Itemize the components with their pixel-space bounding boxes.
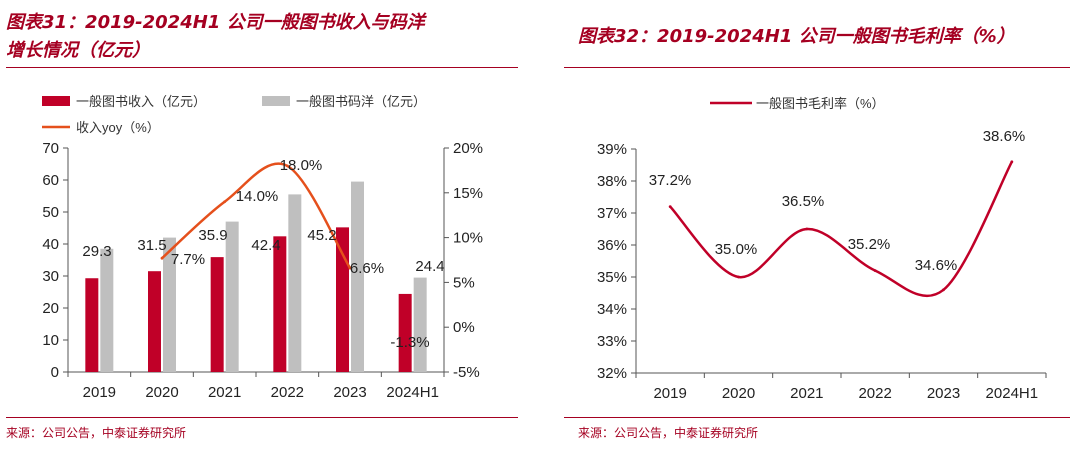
y-tick-label: 33%	[597, 333, 627, 350]
yoy-value-label: 18.0%	[280, 157, 323, 174]
left-y-tick-label: 30	[42, 268, 59, 285]
bar-value-label: 24.4	[415, 258, 444, 275]
bar-coverage	[288, 194, 302, 372]
margin-point	[805, 227, 809, 231]
x-tick-label: 2022	[858, 385, 891, 402]
bar-income	[336, 227, 349, 372]
y-tick-label: 37%	[597, 205, 627, 222]
margin-point	[668, 205, 672, 209]
yoy-point	[160, 256, 164, 260]
right-y-tick-label: 5%	[453, 274, 475, 291]
margin-value-label: 38.6%	[983, 128, 1026, 145]
legend-label-coverage: 一般图书码洋（亿元）	[296, 94, 426, 109]
right-figure-title: 图表32：2019-2024H1 公司一般图书毛利率（%）	[578, 26, 1015, 47]
x-tick-label: 2024H1	[386, 384, 439, 401]
yoy-series-line	[161, 162, 352, 269]
x-tick-label: 2020	[722, 385, 755, 402]
bar-coverage	[351, 181, 364, 372]
legend-swatch-coverage	[262, 96, 290, 106]
x-tick-label: 2021	[208, 384, 241, 401]
bar-income	[273, 236, 287, 372]
y-tick-label: 38%	[597, 173, 627, 190]
bar-value-label: 29.3	[82, 243, 111, 260]
margin-point	[942, 288, 945, 292]
margin-value-label: 35.0%	[715, 241, 758, 258]
yoy-value-label: 7.7%	[171, 251, 205, 268]
left-y-tick-label: 70	[42, 140, 59, 157]
left-y-tick-label: 20	[42, 300, 59, 317]
legend-swatch-income	[42, 96, 70, 106]
right-y-tick-label: -5%	[453, 364, 480, 381]
bar-income	[210, 257, 224, 372]
margin-value-label: 34.6%	[915, 257, 958, 274]
left-chart: 一般图书收入（亿元） 一般图书码洋（亿元） 收入yoy（%） 0 10 20 30 40 50 6…	[42, 94, 483, 401]
y-tick-label: 35%	[597, 269, 627, 286]
yoy-point	[285, 164, 289, 168]
margin-value-label: 36.5%	[782, 193, 825, 210]
left-figure-title-line1: 图表31：2019-2024H1 公司一般图书收入与码洋	[6, 12, 425, 33]
left-y-tick-label: 0	[51, 364, 59, 381]
right-title-rule	[564, 67, 1070, 68]
right-y-tick-label: 0%	[453, 319, 475, 336]
right-y-tick-label: 15%	[453, 185, 483, 202]
right-y-tick-label: 10%	[453, 230, 483, 247]
left-title-rule	[6, 67, 518, 68]
margin-series-line	[669, 161, 1013, 297]
bar-value-label: 42.4	[251, 237, 280, 254]
yoy-point	[223, 200, 227, 204]
left-source-rule	[6, 417, 518, 418]
margin-value-label: 37.2%	[649, 172, 692, 189]
margin-point	[1010, 160, 1014, 164]
right-y-tick-label: 20%	[453, 140, 483, 157]
bar-income	[148, 271, 161, 372]
bar-value-label: 35.9	[198, 227, 227, 244]
bar-coverage	[225, 221, 239, 372]
left-y-tick-label: 10	[42, 332, 59, 349]
legend-label-margin: 一般图书毛利率（%）	[756, 96, 885, 111]
x-tick-label: 2020	[145, 384, 178, 401]
left-y-tick-label: 40	[42, 236, 59, 253]
y-tick-label: 36%	[597, 237, 627, 254]
left-source-note: 来源：公司公告，中泰证券研究所	[6, 426, 187, 440]
legend-label-income: 一般图书收入（亿元）	[76, 94, 206, 109]
left-y-tick-label: 50	[42, 204, 59, 221]
yoy-value-label: 14.0%	[236, 188, 279, 205]
y-tick-label: 34%	[597, 301, 627, 318]
bar-coverage	[413, 277, 427, 372]
x-tick-label: 2019	[83, 384, 116, 401]
left-y-tick-label: 60	[42, 172, 59, 189]
x-tick-label: 2021	[790, 385, 823, 402]
x-tick-label: 2023	[333, 384, 366, 401]
margin-value-label: 35.2%	[848, 236, 891, 253]
margin-point	[873, 269, 877, 272]
bar-value-label: 45.2	[307, 227, 336, 244]
x-tick-label: 2024H1	[986, 385, 1039, 402]
y-tick-label: 39%	[597, 141, 627, 158]
y-tick-label: 32%	[597, 365, 627, 382]
yoy-point	[348, 266, 352, 270]
right-chart: 一般图书毛利率（%） 32% 33% 34% 35% 36% 37% 38% 39% 2019 20…	[597, 96, 1047, 402]
x-tick-label: 2023	[927, 385, 960, 402]
x-tick-label: 2022	[271, 384, 304, 401]
bar-coverage	[100, 248, 114, 372]
bar-value-label: 31.5	[137, 237, 166, 254]
left-figure-panel: 图表31：2019-2024H1 公司一般图书收入与码洋 增长情况（亿元） 一般…	[6, 12, 518, 440]
yoy-value-label: -1.3%	[390, 334, 429, 351]
right-source-rule	[564, 417, 1070, 418]
bar-income	[398, 293, 412, 372]
x-tick-label: 2019	[653, 385, 686, 402]
legend-label-yoy: 收入yoy（%）	[76, 120, 160, 135]
right-figure-panel: 图表32：2019-2024H1 公司一般图书毛利率（%） 一般图书毛利率（%）…	[556, 0, 1080, 449]
bar-income	[85, 278, 99, 372]
left-figure-title-line2: 增长情况（亿元）	[6, 40, 150, 61]
right-source-note: 来源：公司公告，中泰证券研究所	[578, 426, 759, 440]
bar-coverage	[163, 237, 176, 372]
margin-point	[737, 275, 740, 279]
yoy-value-label: 6.6%	[350, 260, 384, 277]
